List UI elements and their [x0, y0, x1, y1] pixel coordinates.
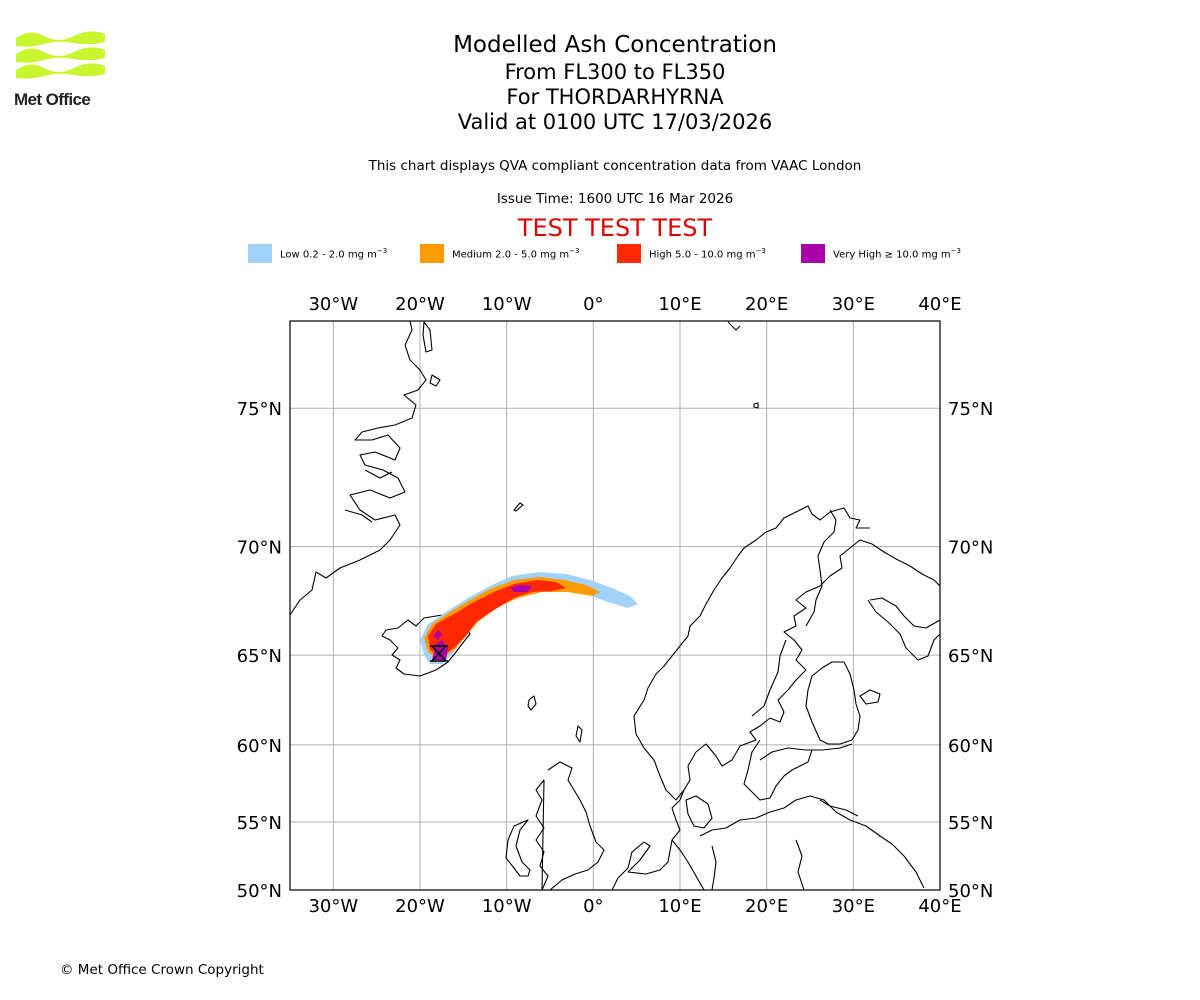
greenland-fjord-1	[364, 469, 393, 479]
germany-poland-border	[711, 845, 717, 890]
ash-very-high-spot	[434, 630, 442, 640]
valid-time: Valid at 0100 UTC 17/03/2026	[457, 110, 773, 134]
lat-tick-label-left: 55°N	[237, 813, 282, 834]
lat-tick-label-left: 70°N	[237, 538, 282, 559]
lon-tick-label-bottom: 30°W	[308, 896, 358, 917]
scandinavia-coast	[611, 539, 940, 890]
kola-peninsula	[867, 599, 940, 661]
chart-subtitle: This chart displays QVA compliant concen…	[368, 158, 862, 174]
lat-tick-label-left: 50°N	[237, 881, 282, 902]
lat-tick-label-right: 55°N	[948, 813, 993, 834]
lon-tick-label-top: 20°E	[745, 294, 788, 315]
north-sea-coast	[671, 839, 705, 890]
legend: Low 0.2 - 2.0 mg m−3 Medium 2.0 - 5.0 mg…	[248, 244, 988, 264]
test-banner: TEST TEST TEST	[517, 214, 713, 242]
sweden-coast	[743, 739, 813, 801]
coastlines	[290, 321, 940, 890]
great-britain-coast	[535, 761, 605, 890]
lon-tick-label-top: 40°E	[918, 294, 961, 315]
marker-diagonal-2	[431, 645, 447, 662]
ireland-coast	[505, 819, 531, 877]
lon-tick-label-bottom: 20°W	[395, 896, 445, 917]
lon-tick-label-bottom: 20°E	[745, 896, 788, 917]
faroe-islands	[527, 695, 537, 711]
met-office-waves-icon	[16, 31, 105, 79]
axis-labels: 30°W 30°W 20°W 20°W 10°W 10°W 0° 0° 10°E 10°E 20°E…	[237, 294, 994, 917]
greenland-island-1	[422, 321, 433, 353]
lat-tick-label-right: 75°N	[948, 399, 993, 420]
lat-tick-label-right: 65°N	[948, 646, 993, 667]
ash-very-high-plume	[510, 585, 532, 592]
bear-island	[753, 402, 759, 409]
lat-tick-label-left: 60°N	[237, 736, 282, 757]
lon-tick-label-top: 10°W	[482, 294, 532, 315]
lon-tick-label-top: 10°E	[658, 294, 701, 315]
title-block: Modelled Ash Concentration From FL300 to…	[315, 30, 915, 135]
legend-swatch-low	[248, 244, 272, 263]
lon-tick-label-bottom: 30°E	[832, 896, 875, 917]
lon-tick-label-top: 30°W	[308, 294, 358, 315]
lithuania-latvia-border	[819, 799, 859, 817]
sweden-norway-border	[751, 639, 787, 717]
ash-plume	[420, 572, 638, 664]
baltic-coast	[699, 795, 925, 889]
legend-swatch-high	[617, 244, 641, 263]
greenland-fjord-2	[344, 509, 373, 523]
issue-time: Issue Time: 1600 UTC 16 Mar 2026	[496, 191, 734, 207]
white-sea	[869, 597, 940, 629]
legend-item-very-high: Very High ≥ 10.0 mg m−3	[801, 244, 961, 263]
legend-item-medium: Medium 2.0 - 5.0 mg m−3	[420, 244, 579, 263]
chart-title: Modelled Ash Concentration	[453, 32, 777, 58]
lon-tick-label-bottom: 10°W	[482, 896, 532, 917]
shetland	[575, 725, 583, 743]
flight-level-range: From FL300 to FL350	[504, 60, 726, 84]
ash-low	[420, 572, 638, 664]
volcano-marker-icon	[430, 645, 448, 662]
lake-ladoga	[859, 689, 881, 705]
lon-tick-label-bottom: 10°E	[658, 896, 701, 917]
poland-belarus-border	[795, 839, 805, 890]
copyright: © Met Office Crown Copyright	[60, 962, 264, 978]
legend-label-medium: Medium 2.0 - 5.0 mg m−3	[452, 246, 580, 261]
met-office-logo: Met Office	[14, 28, 114, 114]
ash-very-high-source	[432, 640, 448, 660]
legend-swatch-medium	[420, 244, 444, 263]
legend-label-high: High 5.0 - 10.0 mg m−3	[649, 246, 766, 261]
gulf-of-bothnia	[805, 661, 861, 745]
ash-high	[428, 580, 566, 656]
graticule	[290, 321, 940, 890]
lat-tick-label-right: 70°N	[948, 538, 993, 559]
lon-tick-label-top: 20°W	[395, 294, 445, 315]
logo-text: Met Office	[14, 90, 91, 109]
lon-tick-label-bottom: 0°	[583, 896, 603, 917]
denmark	[685, 795, 713, 829]
iceland-coast	[381, 613, 471, 677]
norway-west-coast	[633, 505, 870, 801]
jan-mayen	[513, 502, 524, 512]
legend-item-high: High 5.0 - 10.0 mg m−3	[617, 244, 766, 263]
legend-label-very-high: Very High ≥ 10.0 mg m−3	[833, 246, 961, 261]
greenland-coast	[290, 321, 427, 616]
greenland-island-2	[429, 374, 441, 387]
map-frame	[289, 320, 941, 891]
svalbard-fragment	[727, 321, 741, 331]
lat-tick-label-left: 75°N	[237, 399, 282, 420]
legend-label-low: Low 0.2 - 2.0 mg m−3	[280, 246, 388, 261]
legend-swatch-very-high	[801, 244, 825, 263]
legend-item-low: Low 0.2 - 2.0 mg m−3	[248, 244, 387, 263]
finland-border	[805, 509, 837, 627]
lat-tick-label-right: 50°N	[948, 881, 993, 902]
lon-tick-label-bottom: 40°E	[918, 896, 961, 917]
lat-tick-label-right: 60°N	[948, 736, 993, 757]
volcano-name: For THORDARHYRNA	[506, 85, 724, 109]
lat-tick-label-left: 65°N	[237, 646, 282, 667]
gulf-of-finland	[759, 743, 853, 761]
lon-tick-label-top: 30°E	[832, 294, 875, 315]
lon-tick-label-top: 0°	[583, 294, 603, 315]
